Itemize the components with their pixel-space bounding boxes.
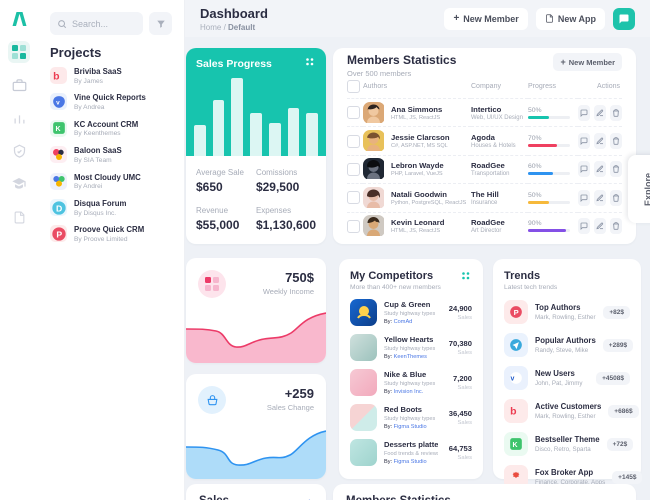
- svg-text:P: P: [514, 308, 519, 317]
- svg-text:D: D: [56, 203, 62, 213]
- svg-text:v: v: [510, 375, 514, 382]
- svg-text:b: b: [53, 70, 59, 82]
- svg-text:P: P: [56, 229, 62, 239]
- svg-text:K: K: [513, 442, 518, 449]
- svg-text:K: K: [55, 126, 60, 133]
- svg-text:b: b: [510, 406, 516, 418]
- svg-text:v: v: [56, 99, 60, 106]
